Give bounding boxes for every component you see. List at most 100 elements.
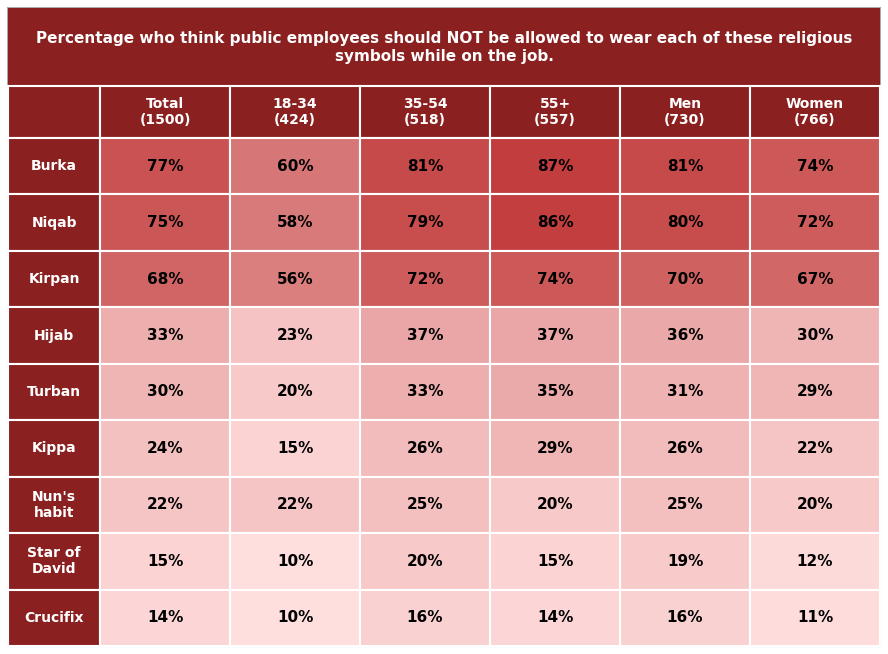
Bar [8, 86, 100, 138]
Text: 22%: 22% [277, 498, 313, 512]
Text: 79%: 79% [407, 215, 443, 230]
Bar [8, 251, 100, 307]
Bar [750, 194, 880, 251]
Bar [230, 477, 360, 533]
Text: 16%: 16% [407, 610, 443, 625]
Bar [620, 138, 750, 194]
Bar [750, 589, 880, 646]
Text: 81%: 81% [407, 159, 443, 174]
Bar [750, 421, 880, 477]
Text: Kippa: Kippa [32, 441, 76, 455]
Text: 35-54
(518): 35-54 (518) [402, 97, 448, 127]
Bar [750, 307, 880, 364]
Text: Total
(1500): Total (1500) [139, 97, 191, 127]
Bar [8, 364, 100, 421]
Bar [8, 86, 880, 90]
Text: Crucifix: Crucifix [24, 611, 83, 625]
Bar [750, 364, 880, 421]
Bar [360, 421, 490, 477]
Bar [100, 194, 230, 251]
Text: 86%: 86% [536, 215, 574, 230]
Bar [620, 533, 750, 589]
Text: 19%: 19% [667, 554, 703, 569]
Bar [490, 307, 620, 364]
Bar [8, 421, 100, 477]
Bar [360, 364, 490, 421]
Bar [8, 194, 100, 251]
Text: 37%: 37% [407, 328, 443, 343]
Text: 23%: 23% [277, 328, 313, 343]
Text: 72%: 72% [407, 271, 443, 286]
Text: 24%: 24% [147, 441, 183, 456]
Text: 55+
(557): 55+ (557) [534, 97, 576, 127]
Bar [360, 194, 490, 251]
Bar [230, 194, 360, 251]
Bar [8, 8, 880, 86]
Bar [490, 194, 620, 251]
Bar [8, 477, 100, 533]
Bar [100, 589, 230, 646]
Text: 33%: 33% [407, 385, 443, 400]
Text: Women
(766): Women (766) [786, 97, 844, 127]
Bar [8, 307, 100, 364]
Text: 14%: 14% [147, 610, 183, 625]
Text: symbols while on the job.: symbols while on the job. [335, 50, 553, 65]
Bar [620, 194, 750, 251]
Bar [620, 364, 750, 421]
Text: 29%: 29% [797, 385, 833, 400]
Text: Star of
David: Star of David [28, 546, 81, 576]
Bar [100, 533, 230, 589]
Text: Nun's
habit: Nun's habit [32, 490, 76, 520]
Text: 20%: 20% [797, 498, 833, 512]
Text: 29%: 29% [536, 441, 574, 456]
Text: 20%: 20% [277, 385, 313, 400]
Text: 58%: 58% [277, 215, 313, 230]
Text: 10%: 10% [277, 610, 313, 625]
Bar [750, 533, 880, 589]
Bar [490, 477, 620, 533]
Text: 10%: 10% [277, 554, 313, 569]
Text: 80%: 80% [667, 215, 703, 230]
Text: 11%: 11% [797, 610, 833, 625]
Bar [230, 138, 360, 194]
Bar [100, 86, 230, 138]
Bar [620, 251, 750, 307]
Text: Burka: Burka [31, 159, 77, 173]
Bar [8, 589, 100, 646]
Text: 81%: 81% [667, 159, 703, 174]
Text: 22%: 22% [147, 498, 184, 512]
Bar [490, 421, 620, 477]
Bar [490, 86, 620, 138]
Bar [620, 86, 750, 138]
Bar [100, 138, 230, 194]
Bar [490, 364, 620, 421]
Bar [230, 421, 360, 477]
Text: Hijab: Hijab [34, 328, 74, 343]
Text: Niqab: Niqab [31, 216, 76, 230]
Text: 87%: 87% [536, 159, 574, 174]
Bar [490, 138, 620, 194]
Text: 75%: 75% [147, 215, 183, 230]
Text: 18-34
(424): 18-34 (424) [273, 97, 317, 127]
Bar [100, 251, 230, 307]
Text: 16%: 16% [667, 610, 703, 625]
Text: 70%: 70% [667, 271, 703, 286]
Text: 20%: 20% [407, 554, 443, 569]
Bar [8, 138, 100, 194]
Text: 25%: 25% [407, 498, 443, 512]
Bar [230, 533, 360, 589]
Text: 56%: 56% [277, 271, 313, 286]
Bar [230, 86, 360, 138]
Bar [360, 589, 490, 646]
Text: 26%: 26% [407, 441, 443, 456]
Text: Turban: Turban [27, 385, 81, 399]
Text: 74%: 74% [797, 159, 833, 174]
Bar [620, 307, 750, 364]
Bar [100, 421, 230, 477]
Text: 74%: 74% [536, 271, 574, 286]
Bar [750, 86, 880, 138]
Bar [360, 533, 490, 589]
Bar [360, 307, 490, 364]
Text: 15%: 15% [537, 554, 573, 569]
Bar [230, 589, 360, 646]
